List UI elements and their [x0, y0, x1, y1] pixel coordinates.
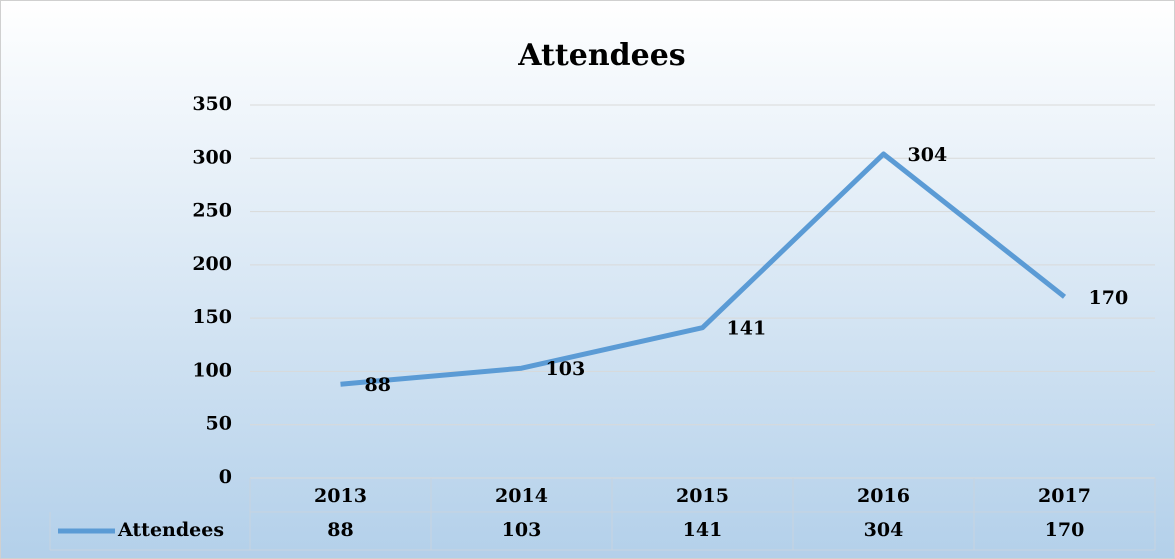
x-tick-label: 2016 — [857, 485, 910, 507]
data-line — [340, 151, 1067, 387]
data-label: 88 — [365, 374, 391, 396]
y-tick-label: 300 — [192, 146, 232, 168]
table-value: 304 — [864, 519, 904, 541]
data-label: 141 — [727, 318, 767, 340]
y-tick-label: 200 — [192, 253, 232, 275]
y-tick-label: 0 — [219, 466, 232, 488]
x-tick-label: 2013 — [314, 485, 367, 507]
table-value: 170 — [1045, 519, 1085, 541]
table-value: 141 — [683, 519, 723, 541]
table-value: 88 — [327, 519, 353, 541]
y-tick-label: 50 — [206, 413, 232, 435]
x-tick-label: 2017 — [1038, 485, 1091, 507]
data-label: 304 — [908, 144, 948, 166]
legend-label: Attendees — [117, 519, 224, 541]
x-tick-label: 2014 — [495, 485, 548, 507]
table-value: 103 — [502, 519, 542, 541]
y-tick-label: 350 — [192, 93, 232, 115]
x-tick-label: 2015 — [676, 485, 729, 507]
y-tick-label: 150 — [192, 306, 232, 328]
chart-title: Attendees — [517, 38, 685, 73]
data-label: 103 — [546, 358, 586, 380]
y-tick-label: 250 — [192, 200, 232, 222]
y-tick-label: 100 — [192, 359, 232, 381]
data-label: 170 — [1089, 287, 1129, 309]
